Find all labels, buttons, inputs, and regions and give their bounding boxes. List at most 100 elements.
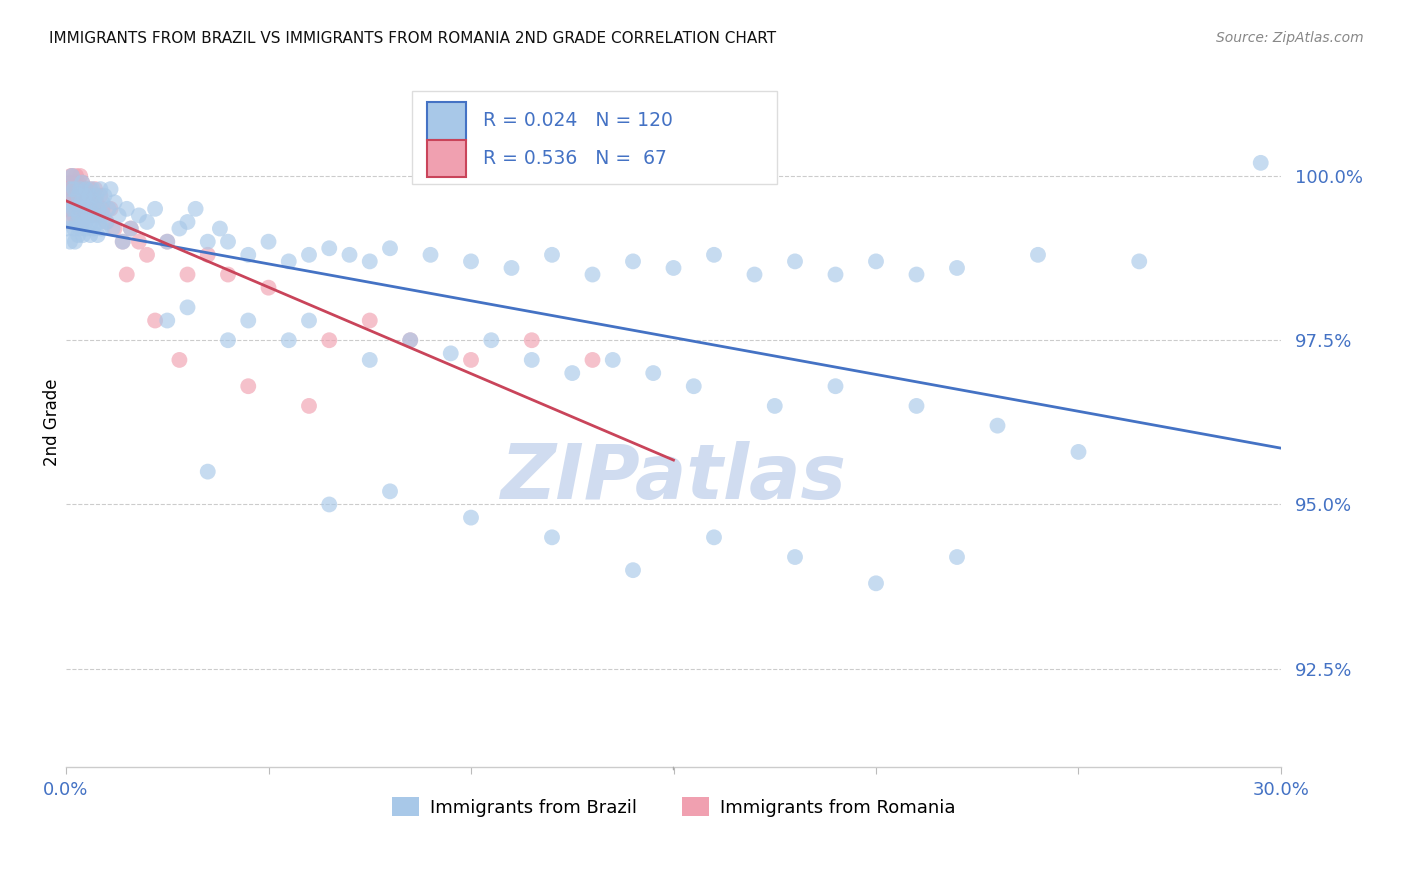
Point xyxy=(136,248,159,262)
Point xyxy=(783,549,806,564)
Point xyxy=(143,202,166,216)
Point xyxy=(77,208,100,222)
Point xyxy=(744,268,766,282)
Point xyxy=(70,176,93,190)
Point xyxy=(520,353,543,368)
Point xyxy=(107,208,129,222)
Point xyxy=(541,530,564,544)
Point xyxy=(111,235,134,249)
Point xyxy=(83,188,105,202)
Point xyxy=(69,169,91,183)
Point xyxy=(87,208,110,222)
Point xyxy=(79,188,101,202)
Point xyxy=(865,254,887,268)
Point xyxy=(479,333,502,347)
Point xyxy=(111,235,134,249)
Point xyxy=(91,202,114,216)
Point xyxy=(359,313,381,327)
Point xyxy=(59,215,82,229)
Point xyxy=(70,176,93,190)
Point xyxy=(318,241,340,255)
Legend: Immigrants from Brazil, Immigrants from Romania: Immigrants from Brazil, Immigrants from … xyxy=(385,790,963,824)
Point xyxy=(56,182,79,196)
Point xyxy=(73,202,96,216)
Point xyxy=(84,182,107,196)
Point xyxy=(440,346,463,360)
Bar xyxy=(427,102,465,139)
Point xyxy=(541,248,564,262)
Point xyxy=(277,333,299,347)
Point xyxy=(69,221,91,235)
Point xyxy=(58,202,80,216)
Point xyxy=(298,399,321,413)
Point xyxy=(460,353,482,368)
Point xyxy=(69,182,91,196)
Point xyxy=(96,215,118,229)
Point xyxy=(86,195,108,210)
Point xyxy=(217,333,239,347)
Point xyxy=(59,235,82,249)
Point xyxy=(82,182,104,196)
Point xyxy=(824,379,846,393)
Point xyxy=(56,221,79,235)
Point xyxy=(197,465,219,479)
Point xyxy=(59,188,82,202)
Point xyxy=(217,235,239,249)
Point xyxy=(83,202,105,216)
Point xyxy=(75,182,97,196)
Point xyxy=(257,235,280,249)
Point xyxy=(86,228,108,243)
Point xyxy=(67,228,90,243)
Point xyxy=(101,221,124,235)
FancyBboxPatch shape xyxy=(412,91,776,185)
Point xyxy=(602,353,624,368)
Point xyxy=(339,248,361,262)
Point xyxy=(63,208,86,222)
Point xyxy=(60,215,83,229)
Point xyxy=(63,188,86,202)
Point xyxy=(72,188,94,202)
Point xyxy=(56,202,79,216)
Point xyxy=(703,530,725,544)
Point xyxy=(643,366,665,380)
Point xyxy=(905,399,928,413)
Point xyxy=(80,195,103,210)
Point xyxy=(82,208,104,222)
Point xyxy=(419,248,441,262)
Point xyxy=(66,182,89,196)
Point xyxy=(208,221,231,235)
Point xyxy=(66,215,89,229)
Point xyxy=(621,563,644,577)
Point xyxy=(128,208,150,222)
Text: Source: ZipAtlas.com: Source: ZipAtlas.com xyxy=(1216,31,1364,45)
Point xyxy=(318,498,340,512)
Point xyxy=(97,202,120,216)
Point xyxy=(60,182,83,196)
Text: R = 0.536   N =  67: R = 0.536 N = 67 xyxy=(482,149,666,168)
Point xyxy=(70,215,93,229)
Point xyxy=(1250,156,1272,170)
Point xyxy=(143,313,166,327)
Point xyxy=(581,268,603,282)
Point xyxy=(60,169,83,183)
Point xyxy=(67,188,90,202)
Point xyxy=(460,510,482,524)
Point xyxy=(58,195,80,210)
Point xyxy=(73,188,96,202)
Point xyxy=(83,195,105,210)
Point xyxy=(104,195,127,210)
Point xyxy=(783,254,806,268)
Text: IMMIGRANTS FROM BRAZIL VS IMMIGRANTS FROM ROMANIA 2ND GRADE CORRELATION CHART: IMMIGRANTS FROM BRAZIL VS IMMIGRANTS FRO… xyxy=(49,31,776,46)
Point xyxy=(120,221,142,235)
Point xyxy=(824,268,846,282)
Point xyxy=(70,195,93,210)
Point xyxy=(621,254,644,268)
Point xyxy=(1026,248,1049,262)
Point xyxy=(89,182,111,196)
Point xyxy=(59,195,82,210)
Text: R = 0.024   N = 120: R = 0.024 N = 120 xyxy=(482,111,672,130)
Point xyxy=(197,235,219,249)
Point xyxy=(703,248,725,262)
Point xyxy=(79,202,101,216)
Point xyxy=(63,182,86,196)
